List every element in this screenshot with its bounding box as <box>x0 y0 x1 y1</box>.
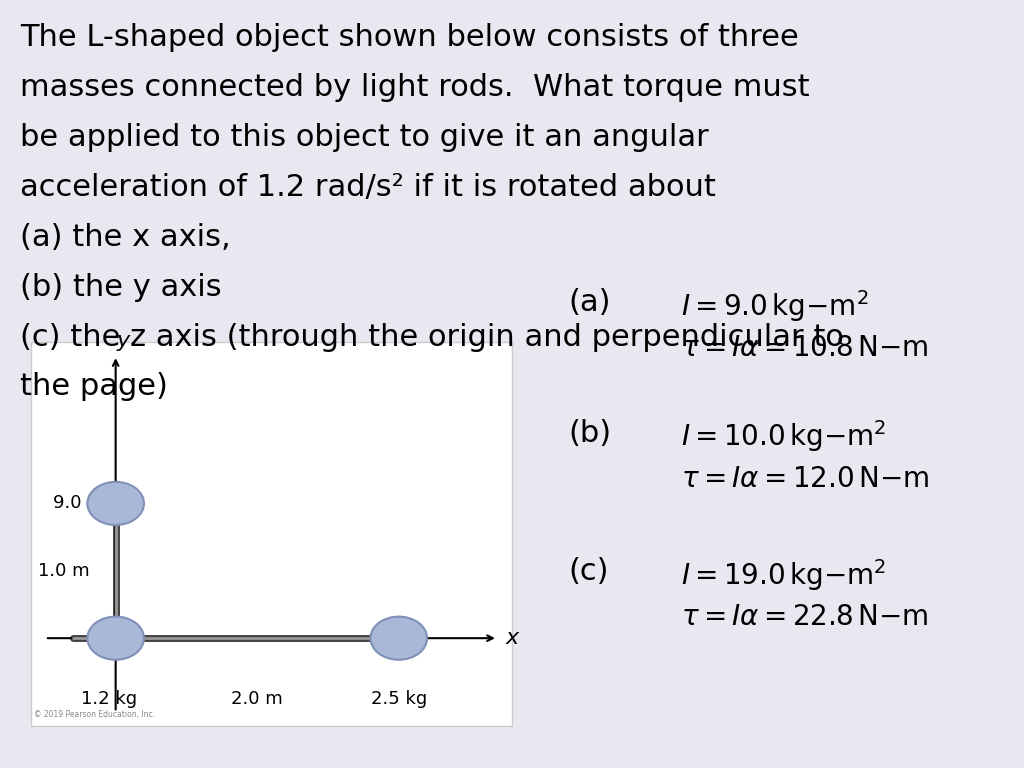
Text: © 2019 Pearson Education, Inc.: © 2019 Pearson Education, Inc. <box>34 710 155 719</box>
Text: (a) the x axis,: (a) the x axis, <box>20 223 231 252</box>
Text: 1.0 m: 1.0 m <box>38 562 89 580</box>
Text: $y$: $y$ <box>116 333 132 353</box>
Text: The L-shaped object shown below consists of three: The L-shaped object shown below consists… <box>20 23 799 52</box>
FancyBboxPatch shape <box>31 342 512 726</box>
Text: (b): (b) <box>568 419 611 448</box>
Text: masses connected by light rods.  What torque must: masses connected by light rods. What tor… <box>20 73 810 102</box>
Ellipse shape <box>371 617 427 660</box>
Text: $I = 19.0\,\mathrm{kg{-}m}^2$: $I = 19.0\,\mathrm{kg{-}m}^2$ <box>681 557 886 593</box>
Text: 1.2 kg: 1.2 kg <box>81 690 136 708</box>
Text: (a): (a) <box>568 288 611 317</box>
Text: $x$: $x$ <box>505 628 521 648</box>
Ellipse shape <box>87 482 144 525</box>
Text: (b) the y axis: (b) the y axis <box>20 273 222 302</box>
Text: 2.0 m: 2.0 m <box>231 690 283 708</box>
Text: (c): (c) <box>568 557 609 586</box>
Ellipse shape <box>87 617 144 660</box>
Text: 9.0 kg: 9.0 kg <box>53 495 110 512</box>
Text: the page): the page) <box>20 372 168 402</box>
Text: 2.5 kg: 2.5 kg <box>371 690 427 708</box>
Text: $I = 9.0\,\mathrm{kg{-}m}^2$: $I = 9.0\,\mathrm{kg{-}m}^2$ <box>681 288 868 324</box>
Text: (c) the z axis (through the origin and perpendicular to: (c) the z axis (through the origin and p… <box>20 323 845 352</box>
Text: $\tau = I\alpha = 10.8\,\mathrm{N{-}m}$: $\tau = I\alpha = 10.8\,\mathrm{N{-}m}$ <box>681 334 929 362</box>
Text: $\tau = I\alpha = 22.8\,\mathrm{N{-}m}$: $\tau = I\alpha = 22.8\,\mathrm{N{-}m}$ <box>681 603 929 631</box>
Text: $I = 10.0\,\mathrm{kg{-}m}^2$: $I = 10.0\,\mathrm{kg{-}m}^2$ <box>681 419 886 455</box>
Text: be applied to this object to give it an angular: be applied to this object to give it an … <box>20 123 710 152</box>
Text: $\tau = I\alpha = 12.0\,\mathrm{N{-}m}$: $\tau = I\alpha = 12.0\,\mathrm{N{-}m}$ <box>681 465 930 492</box>
Text: acceleration of 1.2 rad/s² if it is rotated about: acceleration of 1.2 rad/s² if it is rota… <box>20 173 717 202</box>
